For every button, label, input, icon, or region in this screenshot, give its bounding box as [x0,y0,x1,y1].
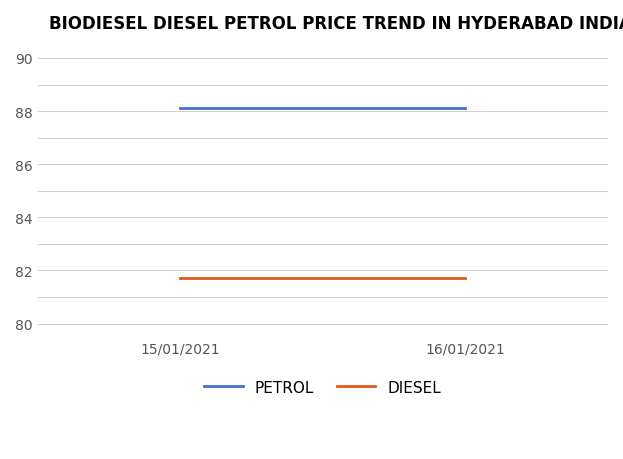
DIESEL [176,275,184,281]
PETROL [176,106,184,112]
Legend: PETROL, DIESEL: PETROL, DIESEL [198,374,447,401]
PETROL [462,106,469,112]
Text: BIODIESEL DIESEL PETROL PRICE TREND IN HYDERABAD INDIA: BIODIESEL DIESEL PETROL PRICE TREND IN H… [49,15,623,33]
DIESEL [462,275,469,281]
